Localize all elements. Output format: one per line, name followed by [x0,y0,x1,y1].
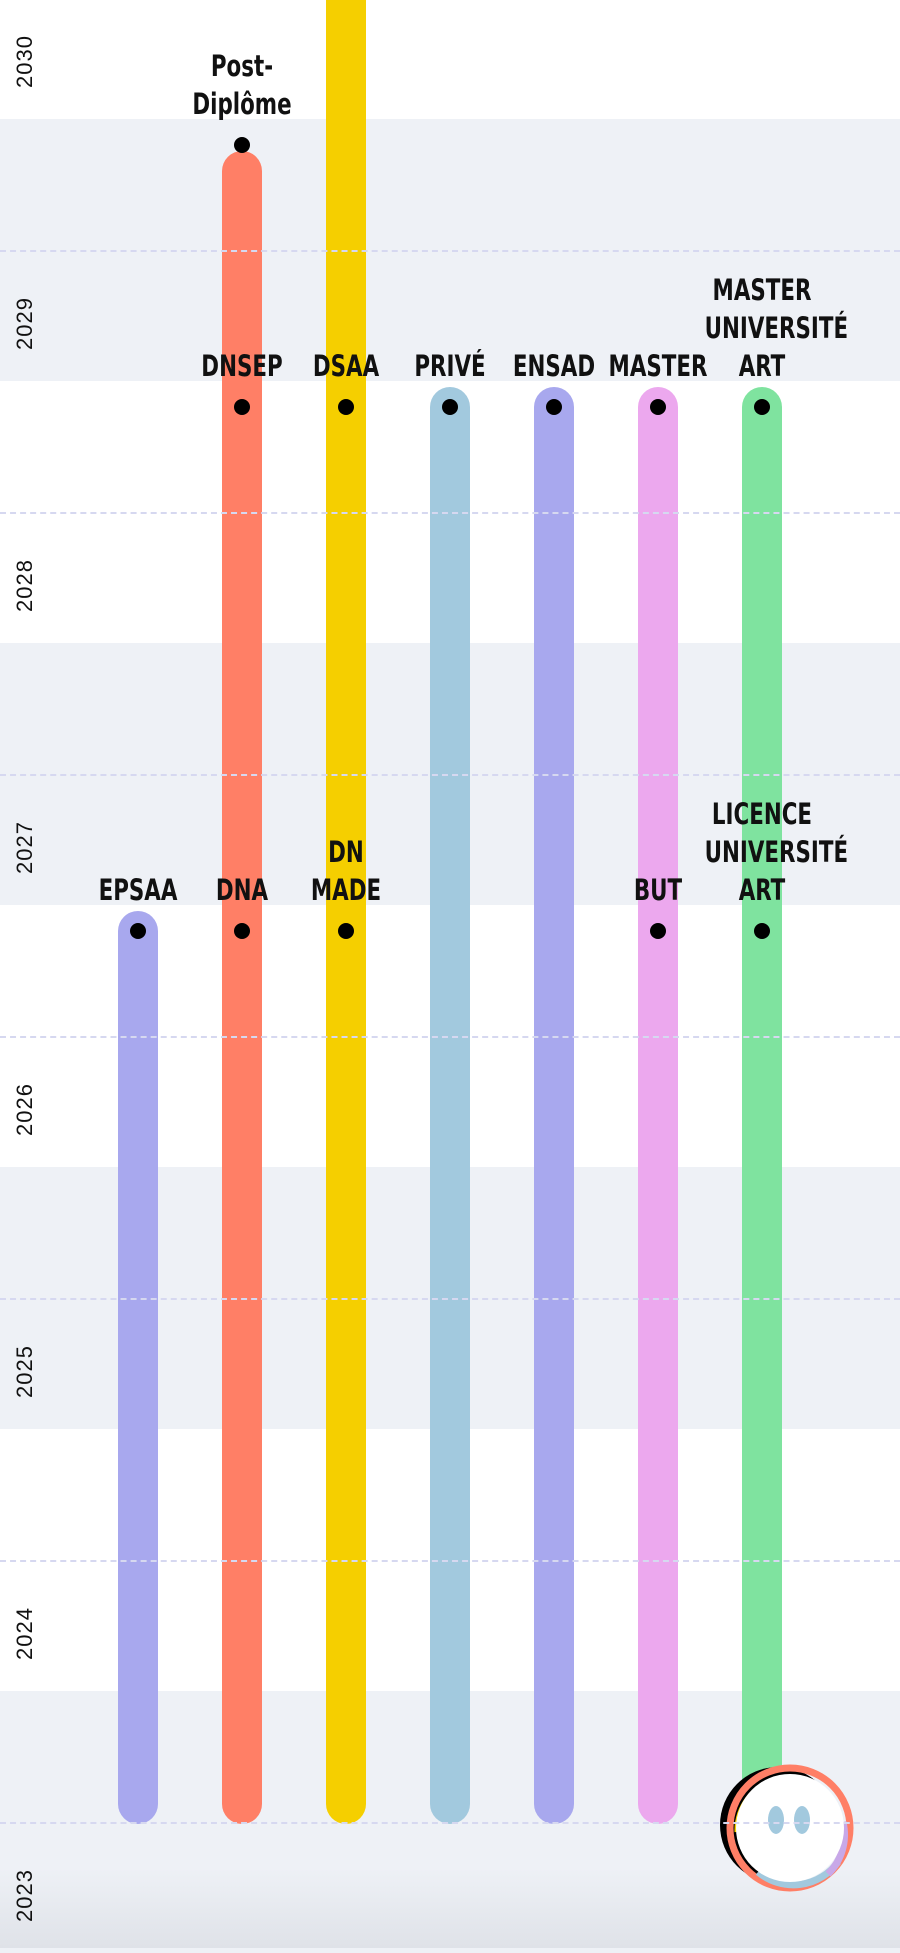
milestone-dot-but-master-1[interactable] [650,399,666,416]
label-line: Diplôme [192,87,292,122]
milestone-dot-dna-dnsep-postdiplome-2[interactable] [234,137,250,154]
track-bar-ensad[interactable] [534,387,574,1824]
label-line: EPSAA [98,873,178,908]
year-label-2028: 2028 [12,559,37,612]
milestone-dot-dnmade-dsaa-doctorat-0[interactable] [338,923,354,940]
year-label-2030: 2030 [12,35,37,88]
gridline-2029 [0,250,900,252]
label-line: ENSAD [512,349,596,384]
label-line: MADE [310,873,382,908]
milestone-label-dna-dnsep-postdiplome-1: DNSEP [185,347,300,385]
track-bar-dna-dnsep-postdiplome[interactable] [222,151,262,1824]
milestone-label-ensad-0: ENSAD [497,347,612,385]
year-label-2025: 2025 [12,1345,37,1398]
label-line: DNSEP [201,349,283,384]
milestone-label-dnmade-dsaa-doctorat-1: DSAA [289,347,404,385]
milestone-label-dnmade-dsaa-doctorat-0: DN MADE [289,833,404,909]
milestone-dot-epsaa-0[interactable] [130,923,146,940]
milestone-dot-ensad-0[interactable] [546,399,562,416]
milestone-label-but-master-1: MASTER [601,347,716,385]
year-label-2024: 2024 [12,1607,37,1660]
gridline-2025 [0,1298,900,1300]
label-line: MASTER [712,273,812,308]
milestone-dot-universite-art-1[interactable] [754,399,770,416]
year-label-2027: 2027 [12,821,37,874]
bottom-fade [0,1868,900,1948]
track-bar-prive[interactable] [430,387,470,1824]
label-line: MASTER [608,349,708,384]
label-line: BUT [633,873,683,908]
label-line: UNIVERSITÉ [704,835,849,870]
track-bar-epsaa[interactable] [118,911,158,1824]
label-line: PRIVÉ [414,349,486,384]
gridline-2026 [0,1036,900,1038]
year-label-2026: 2026 [12,1083,37,1136]
milestone-label-dna-dnsep-postdiplome-0: DNA [185,871,300,909]
milestone-dot-dna-dnsep-postdiplome-1[interactable] [234,399,250,416]
milestone-label-prive-0: PRIVÉ [393,347,508,385]
milestone-label-universite-art-1: MASTER UNIVERSITÉ ART [704,271,849,385]
milestone-dot-dna-dnsep-postdiplome-0[interactable] [234,923,250,940]
milestone-dot-but-master-0[interactable] [650,923,666,940]
mascot-face-icon[interactable] [718,1762,858,1892]
year-label-2029: 2029 [12,297,37,350]
milestone-dot-universite-art-0[interactable] [754,923,770,940]
label-line: ART [738,349,786,384]
track-bar-universite-art[interactable] [742,387,782,1824]
label-line: ART [738,873,786,908]
gridline-2027 [0,774,900,776]
milestone-label-epsaa-0: EPSAA [81,871,196,909]
milestone-dot-prive-0[interactable] [442,399,458,416]
label-line: DN [328,835,364,870]
track-bar-dnmade-dsaa-doctorat[interactable] [326,0,366,1824]
gridline-2023 [0,1822,900,1824]
label-line: LICENCE [711,797,813,832]
gridline-2024 [0,1560,900,1562]
label-line: Post- [210,49,274,84]
track-bar-but-master[interactable] [638,387,678,1824]
milestone-dot-dnmade-dsaa-doctorat-1[interactable] [338,399,354,416]
year-label-2023: 2023 [12,1869,37,1922]
gridline-2028 [0,512,900,514]
label-line: UNIVERSITÉ [704,311,849,346]
milestone-label-dna-dnsep-postdiplome-2: Post- Diplôme [185,47,300,123]
milestone-label-but-master-0: BUT [601,871,716,909]
label-line: DNA [215,873,269,908]
milestone-label-universite-art-0: LICENCE UNIVERSITÉ ART [704,795,849,909]
label-line: DSAA [312,349,380,384]
